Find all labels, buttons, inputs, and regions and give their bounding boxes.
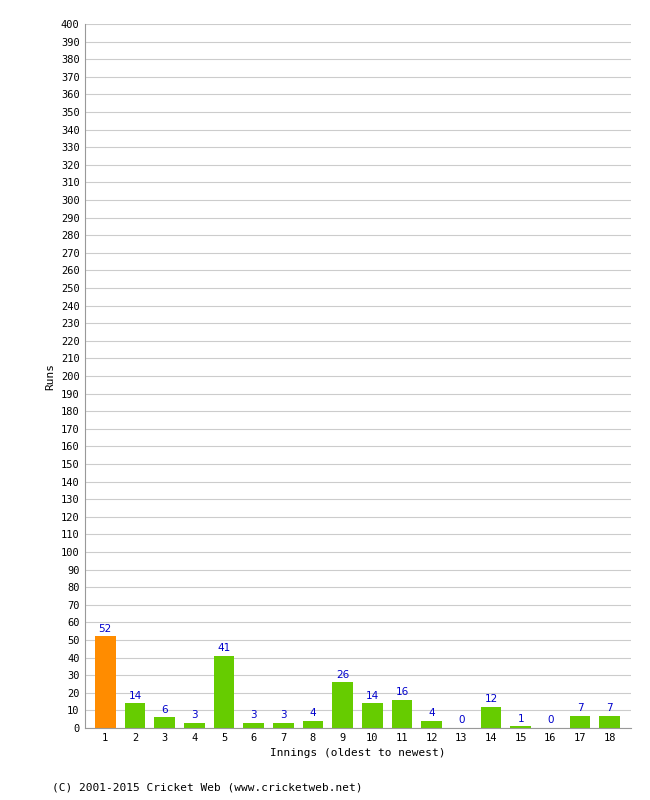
Text: 0: 0 [547, 715, 554, 726]
Bar [510, 726, 531, 728]
Text: (C) 2001-2015 Cricket Web (www.cricketweb.net): (C) 2001-2015 Cricket Web (www.cricketwe… [52, 782, 363, 792]
Text: 26: 26 [336, 670, 349, 680]
Text: 41: 41 [217, 643, 231, 653]
Bar [154, 718, 175, 728]
Text: 1: 1 [517, 714, 524, 724]
Bar [362, 703, 383, 728]
Text: 0: 0 [458, 715, 465, 726]
Bar [273, 722, 294, 728]
Bar [332, 682, 353, 728]
Text: 4: 4 [428, 708, 435, 718]
Text: 7: 7 [577, 703, 583, 713]
Text: 12: 12 [484, 694, 498, 704]
Bar [184, 722, 205, 728]
Bar [391, 700, 412, 728]
Text: 6: 6 [161, 705, 168, 715]
X-axis label: Innings (oldest to newest): Innings (oldest to newest) [270, 749, 445, 758]
Bar [125, 703, 146, 728]
Text: 4: 4 [309, 708, 317, 718]
Bar [95, 637, 116, 728]
Bar [569, 716, 590, 728]
Text: 7: 7 [606, 703, 613, 713]
Bar [214, 656, 235, 728]
Text: 14: 14 [366, 690, 379, 701]
Bar [243, 722, 264, 728]
Y-axis label: Runs: Runs [46, 362, 55, 390]
Bar [303, 721, 324, 728]
Text: 3: 3 [280, 710, 287, 720]
Text: 3: 3 [191, 710, 198, 720]
Bar [599, 716, 620, 728]
Text: 3: 3 [250, 710, 257, 720]
Text: 52: 52 [99, 624, 112, 634]
Text: 16: 16 [395, 687, 409, 698]
Bar [421, 721, 442, 728]
Text: 14: 14 [128, 690, 142, 701]
Bar [480, 707, 501, 728]
